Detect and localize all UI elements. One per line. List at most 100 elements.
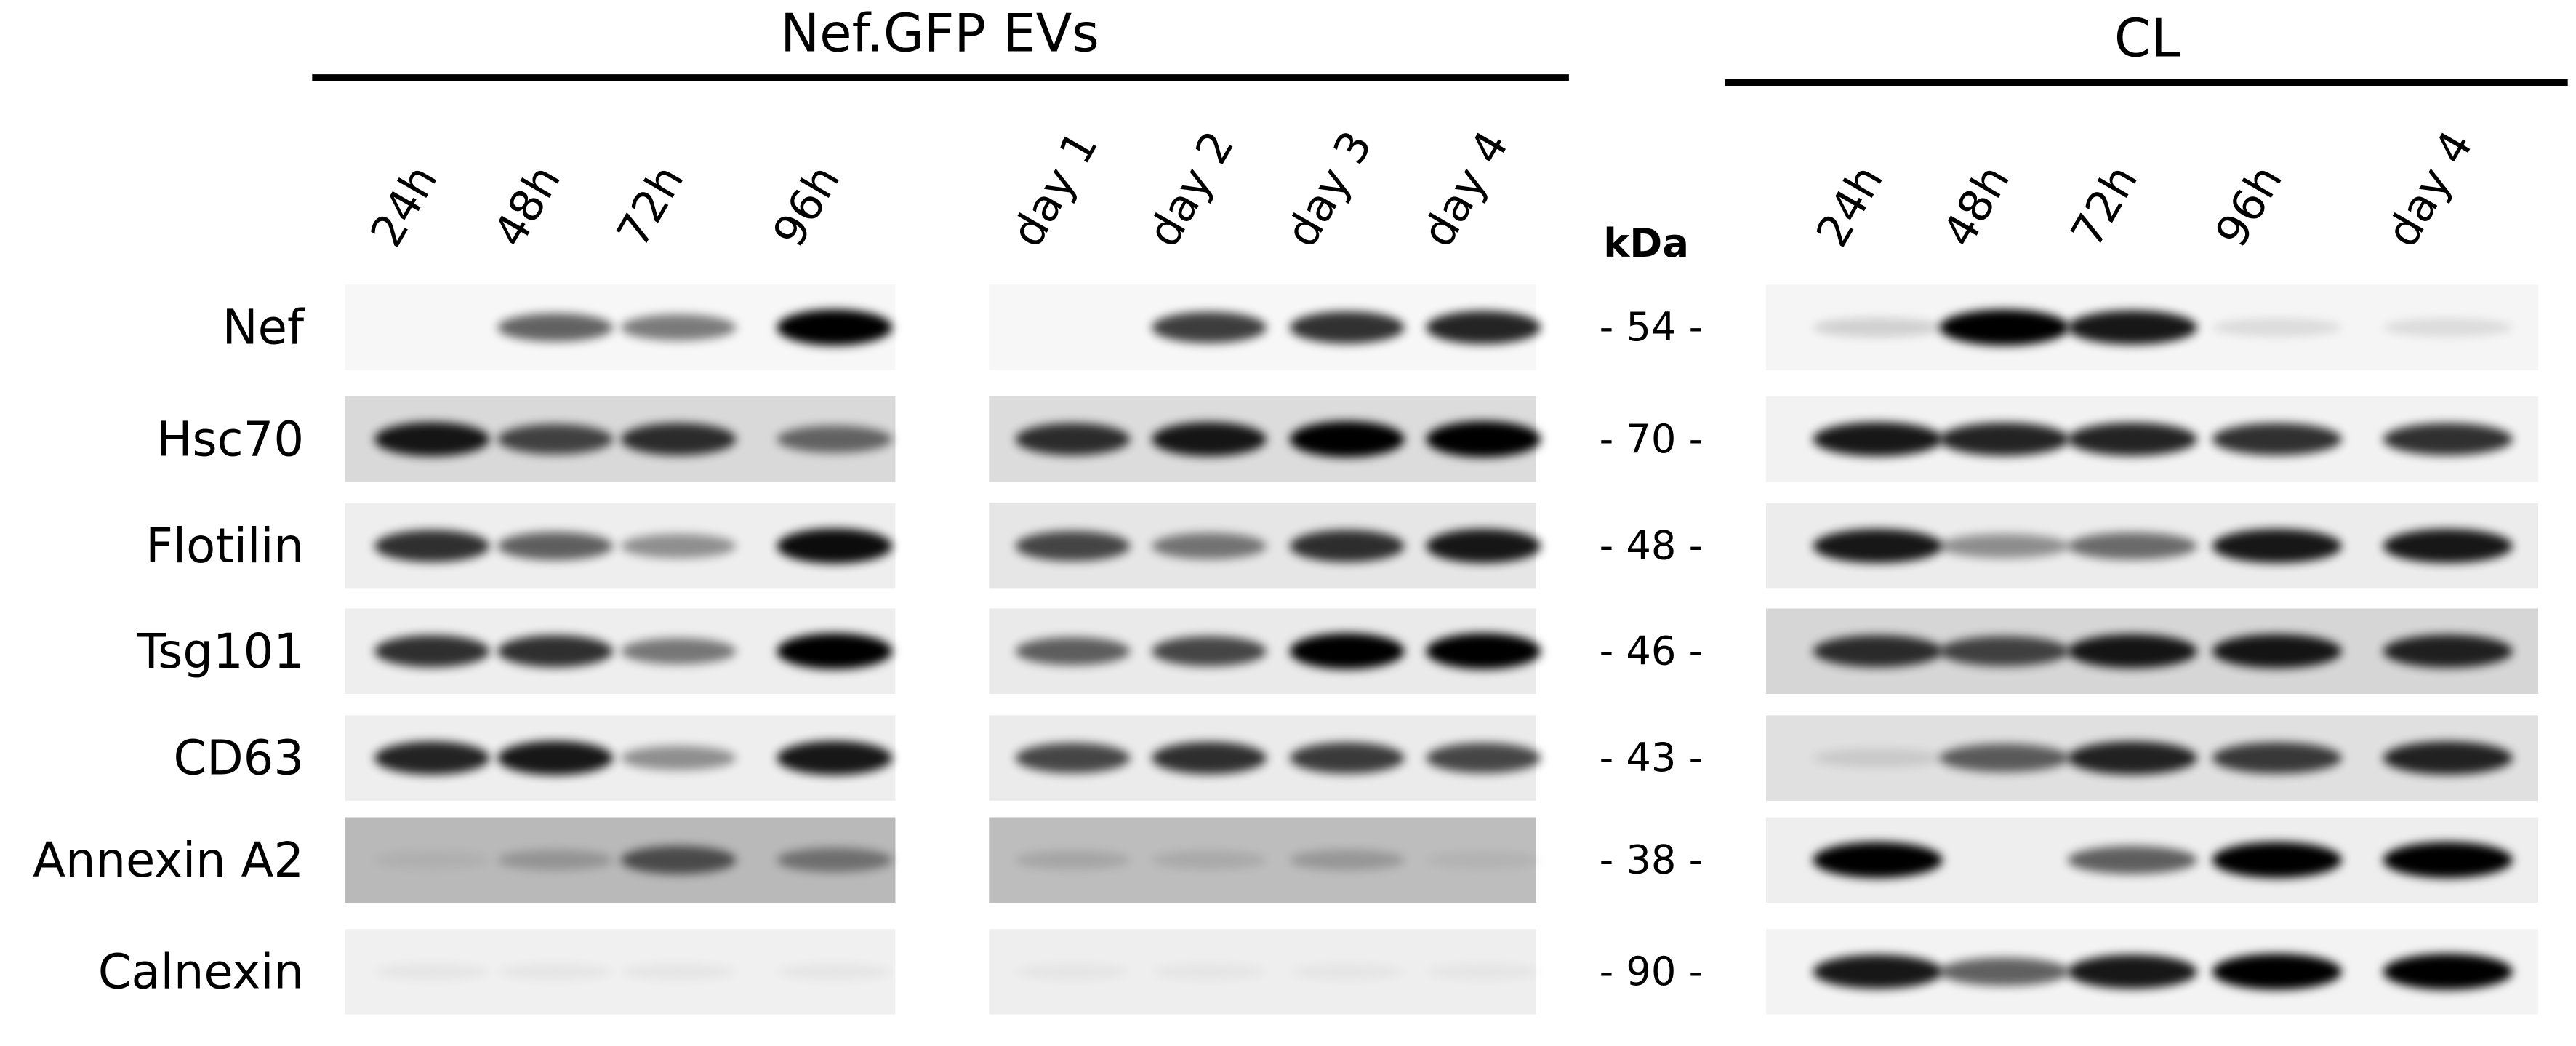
- band: [497, 423, 614, 455]
- band: [1813, 422, 1943, 457]
- band: [2212, 529, 2342, 564]
- band: [2212, 423, 2342, 455]
- band: [620, 963, 737, 981]
- band: [2383, 741, 2513, 775]
- band: [374, 963, 490, 981]
- band: [2212, 842, 2342, 879]
- group-header: Nef.GFP EVs: [780, 4, 1099, 65]
- band: [1939, 309, 2069, 346]
- band: [2067, 310, 2198, 345]
- row-label: CD63: [173, 731, 304, 786]
- blot-panel: [989, 929, 1536, 1015]
- band: [2212, 634, 2342, 668]
- band: [1426, 963, 1541, 980]
- lane-label: day 4: [2377, 122, 2484, 255]
- band: [2212, 742, 2342, 774]
- marker-label: - 90 -: [1600, 949, 1704, 994]
- lane-label: 24h: [1806, 156, 1893, 255]
- band: [2067, 422, 2198, 456]
- band: [620, 638, 737, 665]
- band: [1426, 529, 1541, 564]
- band: [1426, 420, 1541, 458]
- lane-label: day 3: [1276, 122, 1383, 255]
- band: [1426, 311, 1541, 344]
- band: [374, 422, 490, 457]
- row-label: Nef: [222, 300, 305, 356]
- row-label: Flotilin: [145, 519, 304, 574]
- lane-label: day 1: [1001, 122, 1108, 255]
- band: [1015, 850, 1131, 870]
- band: [497, 740, 614, 775]
- marker-label: - 46 -: [1600, 628, 1704, 674]
- marker-label: - 38 -: [1600, 837, 1704, 882]
- lane-label: day 2: [1138, 122, 1245, 255]
- band: [1813, 842, 1943, 879]
- band: [1813, 635, 1943, 668]
- band: [620, 845, 737, 874]
- band: [620, 423, 737, 455]
- band: [777, 963, 893, 981]
- lane-label: 72h: [2061, 156, 2148, 255]
- band: [777, 309, 893, 346]
- band: [620, 314, 737, 341]
- band: [1152, 422, 1267, 457]
- band: [2212, 318, 2342, 337]
- band: [1289, 311, 1405, 344]
- band: [1152, 741, 1267, 775]
- row-label: Hsc70: [156, 412, 304, 467]
- marker-label: - 70 -: [1600, 416, 1704, 462]
- band: [2212, 954, 2342, 990]
- band: [497, 635, 614, 668]
- group-header: CL: [2114, 8, 2180, 69]
- band: [1939, 533, 2069, 559]
- band: [1426, 743, 1541, 773]
- band: [1939, 957, 2069, 986]
- band: [1289, 850, 1405, 871]
- band: [1813, 317, 1943, 338]
- band: [1015, 636, 1131, 666]
- band: [1939, 422, 2069, 456]
- band: [777, 847, 893, 872]
- band: [2383, 423, 2513, 455]
- band: [497, 532, 614, 561]
- band: [1152, 532, 1267, 559]
- band: [1813, 529, 1943, 564]
- band: [1015, 743, 1131, 773]
- band: [1152, 636, 1267, 667]
- lane-label: 96h: [763, 156, 851, 255]
- marker-label: - 54 -: [1600, 304, 1704, 350]
- lane-label: 48h: [484, 156, 571, 255]
- band: [1813, 954, 1943, 989]
- band: [1015, 423, 1131, 455]
- band: [620, 533, 737, 559]
- band: [1426, 633, 1541, 670]
- band: [1289, 633, 1405, 670]
- lane-label: day 4: [1412, 122, 1519, 255]
- band: [1289, 742, 1405, 774]
- band: [2067, 634, 2198, 668]
- band: [1289, 530, 1405, 562]
- band: [1289, 420, 1405, 458]
- band: [2383, 954, 2513, 990]
- band: [777, 740, 893, 775]
- kda-label: kDa: [1603, 220, 1689, 266]
- lane-label: 48h: [1933, 156, 2020, 255]
- band: [1813, 748, 1943, 767]
- band: [374, 635, 490, 668]
- band: [620, 746, 737, 770]
- band: [777, 426, 893, 453]
- band: [2383, 634, 2513, 668]
- band: [1426, 851, 1541, 869]
- row-label: Annexin A2: [33, 833, 304, 888]
- marker-label: - 43 -: [1600, 735, 1704, 780]
- band: [2067, 741, 2198, 775]
- band: [374, 530, 490, 562]
- band: [777, 528, 893, 564]
- band: [2383, 842, 2513, 879]
- band: [777, 633, 893, 670]
- band: [497, 850, 614, 871]
- band: [2067, 845, 2198, 874]
- band: [2067, 532, 2198, 560]
- lane-label: 72h: [607, 156, 694, 255]
